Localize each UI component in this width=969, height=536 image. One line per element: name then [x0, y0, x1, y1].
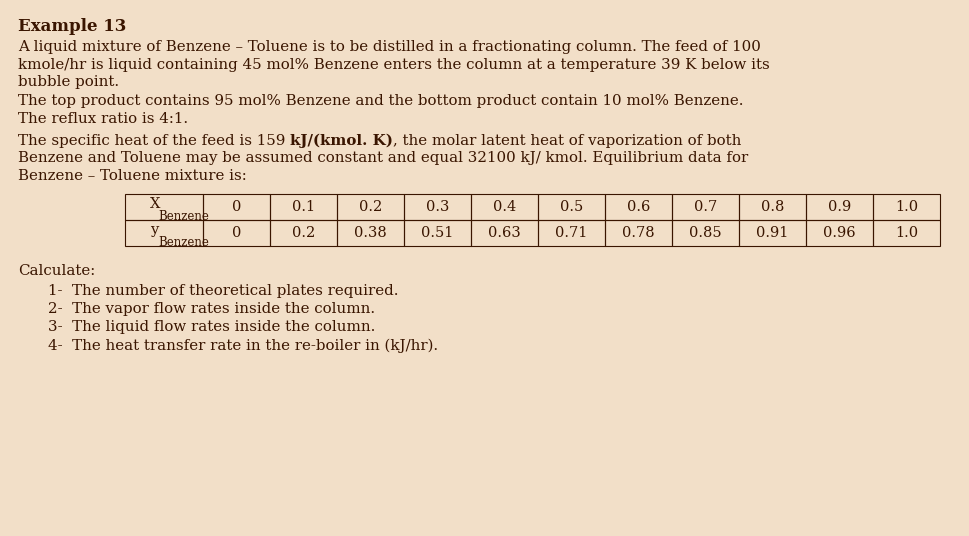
Bar: [672, 194, 739, 220]
Text: A liquid mixture of Benzene – Toluene is to be distilled in a fractionating colu: A liquid mixture of Benzene – Toluene is…: [18, 40, 761, 54]
Text: 0.1: 0.1: [292, 200, 315, 214]
Bar: [538, 220, 605, 246]
Text: Benzene: Benzene: [158, 210, 209, 222]
Text: Calculate:: Calculate:: [18, 264, 95, 278]
Text: 0.38: 0.38: [354, 226, 387, 240]
Text: The top product contains 95 mol% Benzene and the bottom product contain 10 mol% : The top product contains 95 mol% Benzene…: [18, 94, 743, 108]
Text: 0.63: 0.63: [488, 226, 521, 240]
Text: 1.0: 1.0: [895, 226, 918, 240]
Bar: [739, 194, 806, 220]
Bar: [203, 220, 270, 246]
Text: 0.7: 0.7: [694, 200, 717, 214]
Text: 0.6: 0.6: [627, 200, 650, 214]
Bar: [337, 220, 404, 246]
Text: kmole/hr is liquid containing 45 mol% Benzene enters the column at a temperature: kmole/hr is liquid containing 45 mol% Be…: [18, 57, 769, 71]
Bar: [471, 194, 538, 220]
Text: 3-  The liquid flow rates inside the column.: 3- The liquid flow rates inside the colu…: [48, 321, 375, 334]
Bar: [337, 194, 404, 220]
Text: Benzene and Toluene may be assumed constant and equal 32100 kJ/ kmol. Equilibriu: Benzene and Toluene may be assumed const…: [18, 151, 748, 165]
Bar: [270, 220, 337, 246]
Text: 0: 0: [232, 200, 241, 214]
Text: X: X: [149, 197, 160, 211]
Bar: [125, 194, 203, 220]
Text: kJ/(kmol. K): kJ/(kmol. K): [290, 133, 393, 148]
Text: The reflux ratio is 4:1.: The reflux ratio is 4:1.: [18, 112, 188, 126]
Text: bubble point.: bubble point.: [18, 75, 119, 89]
Bar: [873, 194, 940, 220]
Bar: [806, 220, 873, 246]
Text: 0: 0: [232, 226, 241, 240]
Text: y: y: [150, 223, 159, 237]
Bar: [739, 220, 806, 246]
Text: 0.2: 0.2: [292, 226, 315, 240]
Text: 4-  The heat transfer rate in the re-boiler in (kJ/hr).: 4- The heat transfer rate in the re-boil…: [48, 339, 438, 353]
Text: 0.91: 0.91: [757, 226, 789, 240]
Text: Benzene – Toluene mixture is:: Benzene – Toluene mixture is:: [18, 168, 247, 182]
Text: The specific heat of the feed is 159: The specific heat of the feed is 159: [18, 133, 290, 147]
Text: 0.51: 0.51: [422, 226, 453, 240]
Text: 0.5: 0.5: [560, 200, 583, 214]
Text: 0.9: 0.9: [828, 200, 851, 214]
Bar: [471, 220, 538, 246]
Text: 0.71: 0.71: [555, 226, 587, 240]
Text: 0.8: 0.8: [761, 200, 784, 214]
Text: Example 13: Example 13: [18, 18, 126, 35]
Text: 1-  The number of theoretical plates required.: 1- The number of theoretical plates requ…: [48, 284, 398, 297]
Bar: [605, 220, 672, 246]
Text: , the molar latent heat of vaporization of both: , the molar latent heat of vaporization …: [393, 133, 741, 147]
Bar: [203, 194, 270, 220]
Bar: [404, 194, 471, 220]
Bar: [806, 194, 873, 220]
Text: 0.78: 0.78: [622, 226, 655, 240]
Bar: [672, 220, 739, 246]
Text: 0.96: 0.96: [824, 226, 856, 240]
Text: Benzene: Benzene: [158, 236, 209, 249]
Text: 1.0: 1.0: [895, 200, 918, 214]
Bar: [538, 194, 605, 220]
Bar: [873, 220, 940, 246]
Text: 0.2: 0.2: [359, 200, 382, 214]
Text: 0.85: 0.85: [689, 226, 722, 240]
Text: 0.4: 0.4: [493, 200, 516, 214]
Bar: [270, 194, 337, 220]
Text: 0.3: 0.3: [425, 200, 450, 214]
Text: 2-  The vapor flow rates inside the column.: 2- The vapor flow rates inside the colum…: [48, 302, 375, 316]
Bar: [125, 220, 203, 246]
Bar: [404, 220, 471, 246]
Bar: [605, 194, 672, 220]
